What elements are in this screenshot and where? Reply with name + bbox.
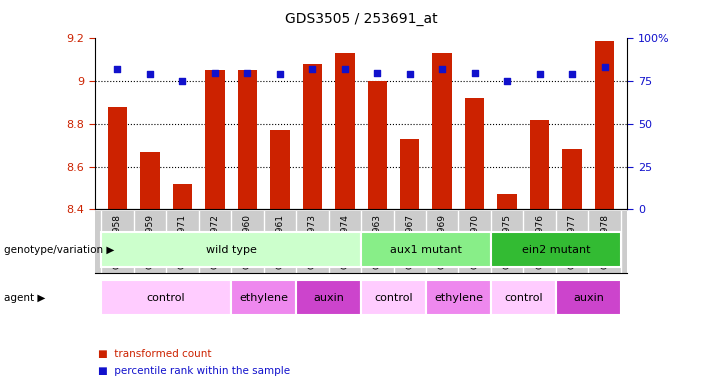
Bar bbox=[491, 280, 556, 315]
Text: agent ▶: agent ▶ bbox=[4, 293, 45, 303]
Bar bbox=[303, 64, 322, 209]
Point bbox=[372, 70, 383, 76]
Text: wild type: wild type bbox=[205, 245, 257, 255]
Text: ethylene: ethylene bbox=[434, 293, 483, 303]
Bar bbox=[140, 152, 160, 209]
Point bbox=[242, 70, 253, 76]
Text: control: control bbox=[504, 293, 543, 303]
Bar bbox=[400, 139, 419, 209]
Bar bbox=[465, 98, 484, 209]
Point bbox=[437, 66, 448, 72]
Bar bbox=[172, 184, 192, 209]
Text: ein2 mutant: ein2 mutant bbox=[522, 245, 590, 255]
Bar bbox=[335, 53, 355, 209]
Text: GSM179972: GSM179972 bbox=[210, 214, 219, 269]
Bar bbox=[101, 232, 361, 267]
Point bbox=[339, 66, 350, 72]
Text: GSM179975: GSM179975 bbox=[503, 214, 512, 269]
Text: genotype/variation ▶: genotype/variation ▶ bbox=[4, 245, 114, 255]
Text: GSM179974: GSM179974 bbox=[340, 214, 349, 269]
Text: control: control bbox=[147, 293, 186, 303]
Text: GSM179963: GSM179963 bbox=[373, 214, 382, 269]
Text: control: control bbox=[374, 293, 413, 303]
Text: ethylene: ethylene bbox=[239, 293, 288, 303]
Bar bbox=[270, 130, 290, 209]
Bar bbox=[530, 119, 550, 209]
Bar bbox=[433, 53, 452, 209]
Text: auxin: auxin bbox=[573, 293, 604, 303]
Point bbox=[404, 71, 416, 77]
Text: GSM179967: GSM179967 bbox=[405, 214, 414, 269]
Bar bbox=[367, 81, 387, 209]
Point bbox=[209, 70, 220, 76]
Text: GSM179978: GSM179978 bbox=[600, 214, 609, 269]
Bar bbox=[231, 280, 296, 315]
Bar bbox=[556, 280, 621, 315]
Bar bbox=[296, 280, 361, 315]
Point bbox=[469, 70, 480, 76]
Text: GSM179971: GSM179971 bbox=[178, 214, 187, 269]
Bar bbox=[238, 70, 257, 209]
Text: GSM179958: GSM179958 bbox=[113, 214, 122, 269]
Bar bbox=[101, 280, 231, 315]
Bar bbox=[108, 107, 127, 209]
Bar bbox=[498, 194, 517, 209]
Text: GDS3505 / 253691_at: GDS3505 / 253691_at bbox=[285, 12, 437, 25]
Point bbox=[177, 78, 188, 84]
Point bbox=[306, 66, 318, 72]
Bar bbox=[491, 232, 621, 267]
Text: GSM179973: GSM179973 bbox=[308, 214, 317, 269]
Text: GSM179969: GSM179969 bbox=[437, 214, 447, 269]
Bar bbox=[361, 280, 426, 315]
Point bbox=[111, 66, 123, 72]
Bar bbox=[205, 70, 224, 209]
Text: aux1 mutant: aux1 mutant bbox=[390, 245, 462, 255]
Text: GSM179970: GSM179970 bbox=[470, 214, 479, 269]
Text: GSM179977: GSM179977 bbox=[568, 214, 577, 269]
Point bbox=[566, 71, 578, 77]
Text: ■  transformed count: ■ transformed count bbox=[98, 349, 212, 359]
Bar bbox=[426, 280, 491, 315]
Bar bbox=[595, 41, 614, 209]
Point bbox=[144, 71, 156, 77]
Text: GSM179959: GSM179959 bbox=[145, 214, 154, 269]
Text: auxin: auxin bbox=[313, 293, 344, 303]
Text: ■  percentile rank within the sample: ■ percentile rank within the sample bbox=[98, 366, 290, 376]
Point bbox=[599, 65, 611, 71]
Bar bbox=[361, 232, 491, 267]
Text: GSM179961: GSM179961 bbox=[275, 214, 285, 269]
Bar bbox=[562, 149, 582, 209]
Point bbox=[274, 71, 285, 77]
Point bbox=[502, 78, 513, 84]
Point bbox=[534, 71, 545, 77]
Text: GSM179976: GSM179976 bbox=[535, 214, 544, 269]
Text: GSM179960: GSM179960 bbox=[243, 214, 252, 269]
